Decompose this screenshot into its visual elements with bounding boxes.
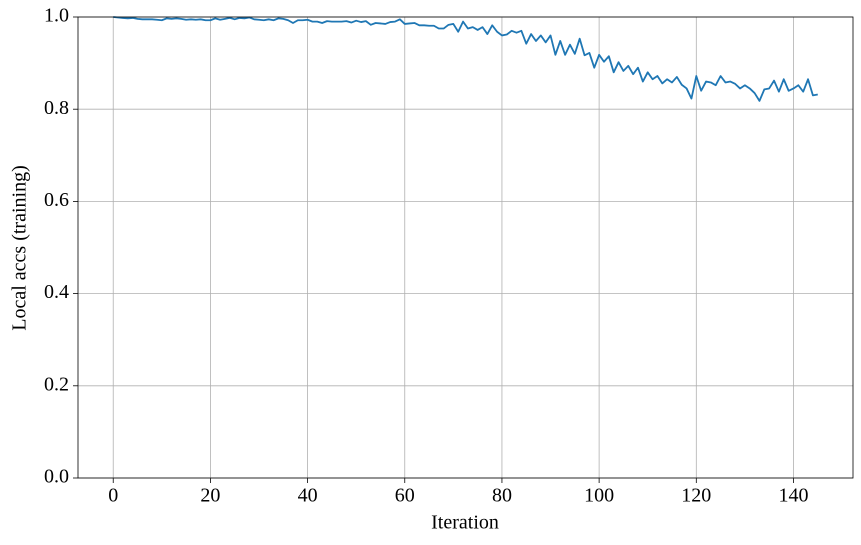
- x-tick-label: 100: [584, 485, 614, 507]
- x-tick-label: 0: [108, 485, 118, 507]
- x-tick-label: 20: [200, 485, 220, 507]
- x-tick-label: 40: [298, 485, 318, 507]
- y-tick-label: 1.0: [44, 5, 69, 27]
- y-tick-label: 0.0: [44, 466, 69, 488]
- y-axis-label: Local accs (training): [9, 165, 31, 330]
- x-axis-label: Iteration: [431, 512, 499, 534]
- y-tick-label: 0.6: [44, 189, 69, 211]
- y-tick-label: 0.4: [44, 281, 69, 303]
- x-tick-label: 120: [681, 485, 711, 507]
- x-tick-label: 140: [778, 485, 808, 507]
- plot-frame: [77, 16, 854, 479]
- x-tick-label: 60: [395, 485, 415, 507]
- data-line: [113, 16, 818, 102]
- x-tick-label: 80: [492, 485, 512, 507]
- y-tick-label: 0.8: [44, 97, 69, 119]
- y-tick-label: 0.2: [44, 373, 69, 395]
